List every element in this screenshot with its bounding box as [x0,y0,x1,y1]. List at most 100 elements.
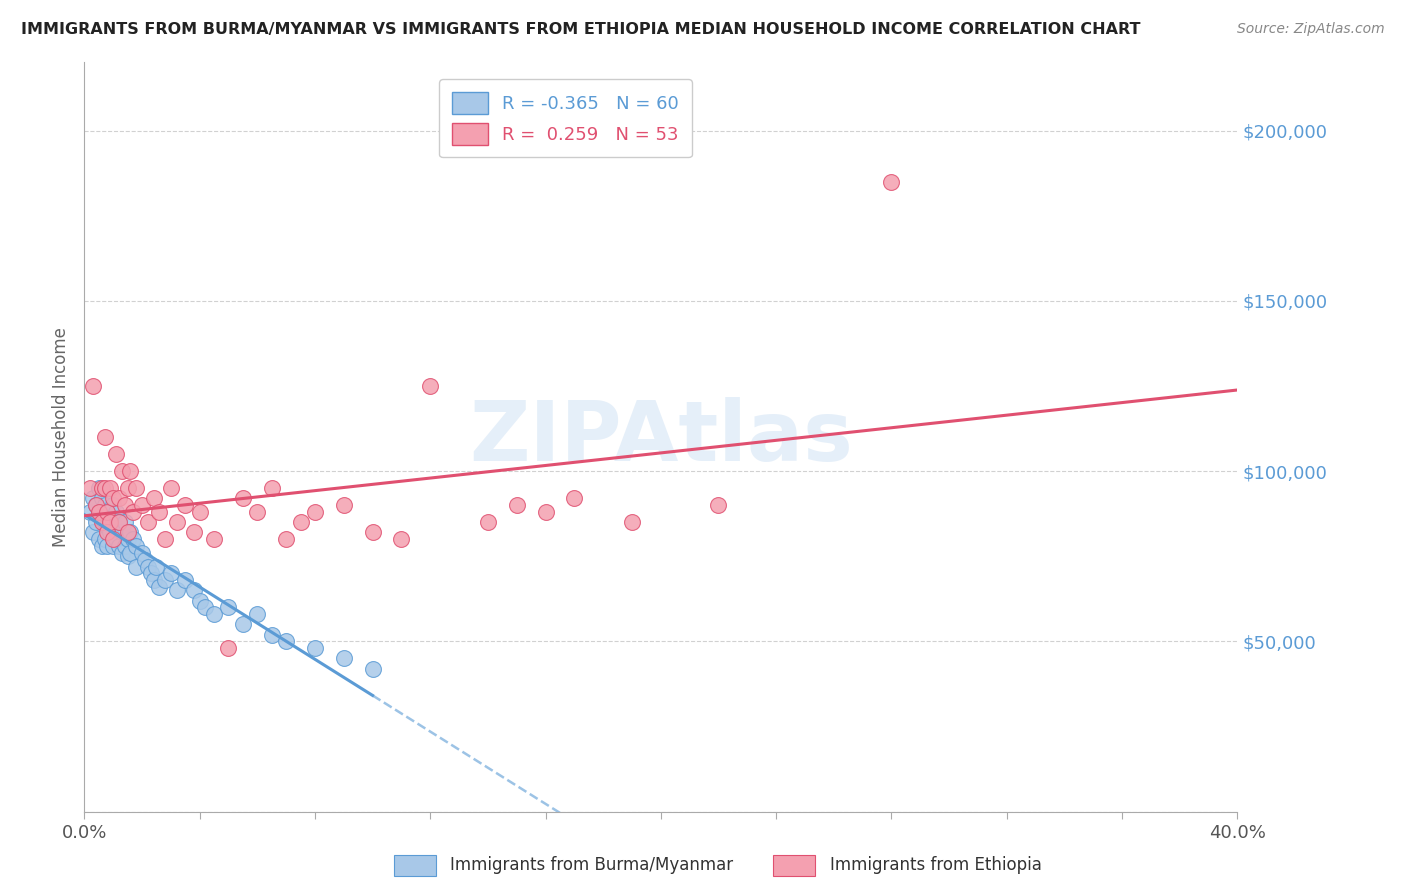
Point [333,651,356,665]
Point [105,533,128,547]
Point [90,512,112,526]
Y-axis label: Median Household Income: Median Household Income [52,327,70,547]
Point [117,549,139,564]
Point [84,498,107,512]
Point [111,464,134,478]
Bar [773,855,815,876]
Point [117,525,139,540]
Point [183,525,205,540]
Point [87,505,110,519]
Point [108,539,131,553]
Point [93,533,115,547]
Point [98,512,121,526]
Point [82,491,104,506]
Point [142,491,165,506]
Point [90,491,112,506]
Point [391,533,413,547]
Point [246,607,269,622]
Point [290,515,312,529]
Point [96,505,118,519]
Point [117,533,139,547]
Point [98,481,121,495]
Point [246,505,269,519]
Point [136,559,159,574]
Point [103,491,124,506]
Point [534,505,557,519]
Point [96,518,118,533]
Point [79,505,101,519]
Point [87,481,110,495]
Point [90,515,112,529]
Point [194,600,217,615]
Point [84,515,107,529]
Point [218,641,240,656]
Point [93,498,115,512]
Point [98,525,121,540]
Point [93,430,115,444]
Point [260,481,283,495]
Point [153,573,176,587]
Point [125,539,148,553]
Point [361,525,384,540]
Text: ZIPAtlas: ZIPAtlas [468,397,853,477]
Point [125,481,148,495]
Point [114,498,136,512]
Point [232,491,254,506]
Point [160,481,183,495]
Point [111,525,134,540]
Point [87,505,110,519]
Point [98,515,121,529]
Point [304,641,326,656]
Point [131,498,153,512]
Point [564,491,586,506]
Point [96,505,118,519]
Point [122,533,145,547]
Point [174,573,197,587]
Point [82,379,104,393]
Point [79,481,101,495]
Point [111,546,134,560]
Point [304,505,326,519]
Point [183,583,205,598]
Point [153,533,176,547]
Point [82,525,104,540]
Point [276,533,298,547]
Point [103,533,124,547]
Point [707,498,730,512]
Point [419,379,441,393]
Point [160,566,183,581]
Point [333,498,356,512]
Point [87,533,110,547]
Point [139,566,162,581]
Point [103,539,124,553]
Point [117,481,139,495]
Point [148,580,170,594]
Point [134,552,156,566]
Point [260,627,283,641]
Point [114,515,136,529]
Point [276,634,298,648]
Point [477,515,499,529]
Point [96,539,118,553]
Bar [394,855,436,876]
Point [125,559,148,574]
Text: Immigrants from Burma/Myanmar: Immigrants from Burma/Myanmar [450,856,733,874]
Text: Source: ZipAtlas.com: Source: ZipAtlas.com [1237,22,1385,37]
Point [103,498,124,512]
Point [120,464,142,478]
Point [145,559,167,574]
Point [105,447,128,461]
Text: Immigrants from Ethiopia: Immigrants from Ethiopia [830,856,1042,874]
Point [108,491,131,506]
Point [103,515,124,529]
Point [122,505,145,519]
Point [166,583,188,598]
Point [148,505,170,519]
Point [108,515,131,529]
Point [108,515,131,529]
Point [880,175,903,189]
Point [232,617,254,632]
Point [93,481,115,495]
Point [166,515,188,529]
Point [93,515,115,529]
